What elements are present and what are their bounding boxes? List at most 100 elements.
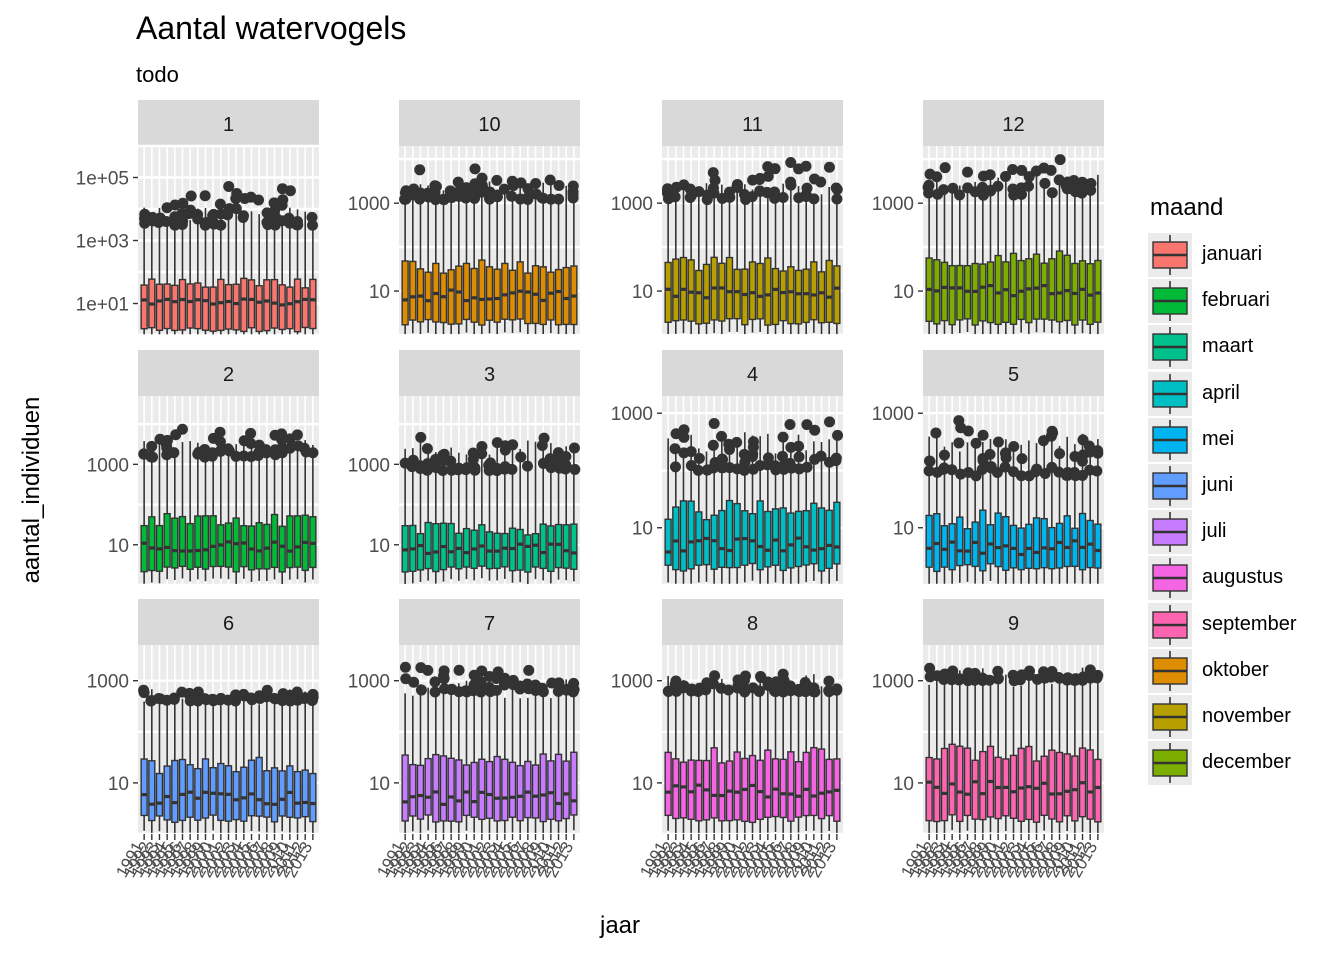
box (725, 499, 734, 569)
outlier-point (168, 447, 180, 459)
box (178, 515, 187, 568)
outlier-point (731, 182, 743, 194)
box (485, 760, 494, 819)
outlier-point (976, 464, 988, 476)
box (1032, 760, 1041, 823)
legend-label: augustus (1202, 566, 1284, 589)
box (501, 758, 509, 822)
box (825, 259, 833, 323)
y-tick-label: 1e+05 (76, 169, 129, 190)
box (178, 278, 187, 331)
y-tick-label: 10 (893, 282, 914, 303)
box (718, 262, 726, 322)
outlier-point (1023, 665, 1035, 677)
outlier-point (708, 417, 720, 429)
box (278, 284, 286, 331)
box (293, 770, 302, 819)
outlier-point (678, 424, 690, 436)
outlier-point (568, 442, 580, 454)
legend-item: augustus (1148, 556, 1328, 601)
outlier-point (692, 464, 704, 476)
outlier-point (437, 449, 449, 461)
box (672, 506, 680, 571)
box (439, 755, 448, 822)
box (209, 766, 217, 816)
box (925, 514, 933, 568)
facet-strip-label: 7 (484, 613, 495, 635)
box (979, 509, 987, 572)
outlier-point (506, 190, 518, 202)
box (409, 763, 417, 817)
box (547, 271, 555, 321)
facet-strip (923, 599, 1104, 645)
outlier-point (138, 684, 150, 696)
outlier-point (1085, 184, 1097, 196)
outlier-point (568, 684, 580, 696)
box (802, 509, 810, 566)
outlier-point (930, 427, 942, 439)
outlier-point (923, 179, 935, 191)
box (171, 284, 179, 332)
box (554, 268, 563, 326)
box (501, 532, 509, 568)
outlier-point (408, 676, 420, 688)
facet-panel-10: 10 10 1000 (348, 100, 580, 337)
outlier-point (785, 176, 797, 188)
box (1025, 258, 1033, 324)
outlier-point (506, 463, 518, 475)
outlier-point (283, 212, 295, 224)
box (539, 266, 547, 326)
outlier-point (1007, 164, 1019, 176)
facet-panel-9: 9101000199119921993199419951996199719981… (872, 599, 1104, 881)
facet-strip-label: 3 (484, 364, 495, 386)
legend-key (1148, 556, 1192, 601)
outlier-point (924, 662, 936, 674)
box (1009, 252, 1018, 325)
outlier-point (476, 448, 488, 460)
legend-label: december (1202, 751, 1291, 774)
outlier-point (769, 163, 781, 175)
outlier-point (230, 689, 242, 701)
facet-panel-12: 12 10 1000 (872, 100, 1104, 337)
outlier-point (1054, 448, 1066, 460)
box (994, 512, 1002, 568)
box (424, 757, 432, 816)
box (401, 754, 409, 822)
box (664, 261, 672, 323)
box (570, 523, 578, 570)
box (255, 522, 263, 570)
box (817, 507, 826, 572)
box (194, 767, 202, 821)
outlier-point (215, 219, 227, 231)
y-tick-label: 1000 (611, 404, 653, 425)
box (301, 287, 309, 329)
box (416, 764, 425, 820)
legend-label: april (1202, 381, 1240, 404)
box (570, 751, 578, 816)
outlier-point (984, 674, 996, 686)
outlier-point (284, 185, 296, 197)
box (756, 262, 764, 320)
outlier-point (1091, 465, 1103, 477)
legend-label: januari (1202, 243, 1263, 265)
outlier-point (1016, 453, 1028, 465)
outlier-point (669, 443, 681, 455)
y-tick-label: 1000 (872, 672, 914, 693)
chart-subtitle: todo (136, 62, 179, 87)
outlier-point (214, 198, 226, 210)
box (1040, 755, 1048, 817)
outlier-point (1068, 674, 1080, 686)
box (810, 261, 818, 321)
outlier-point (544, 174, 556, 186)
outlier-point (777, 668, 789, 680)
box (562, 266, 570, 326)
y-tick-label: 1000 (348, 455, 390, 476)
outlier-point (947, 665, 959, 677)
box (833, 265, 841, 325)
box (278, 525, 286, 573)
outlier-point (1060, 180, 1072, 192)
outlier-point (662, 183, 674, 195)
box (531, 532, 540, 568)
box (672, 758, 680, 820)
box (1017, 527, 1025, 571)
